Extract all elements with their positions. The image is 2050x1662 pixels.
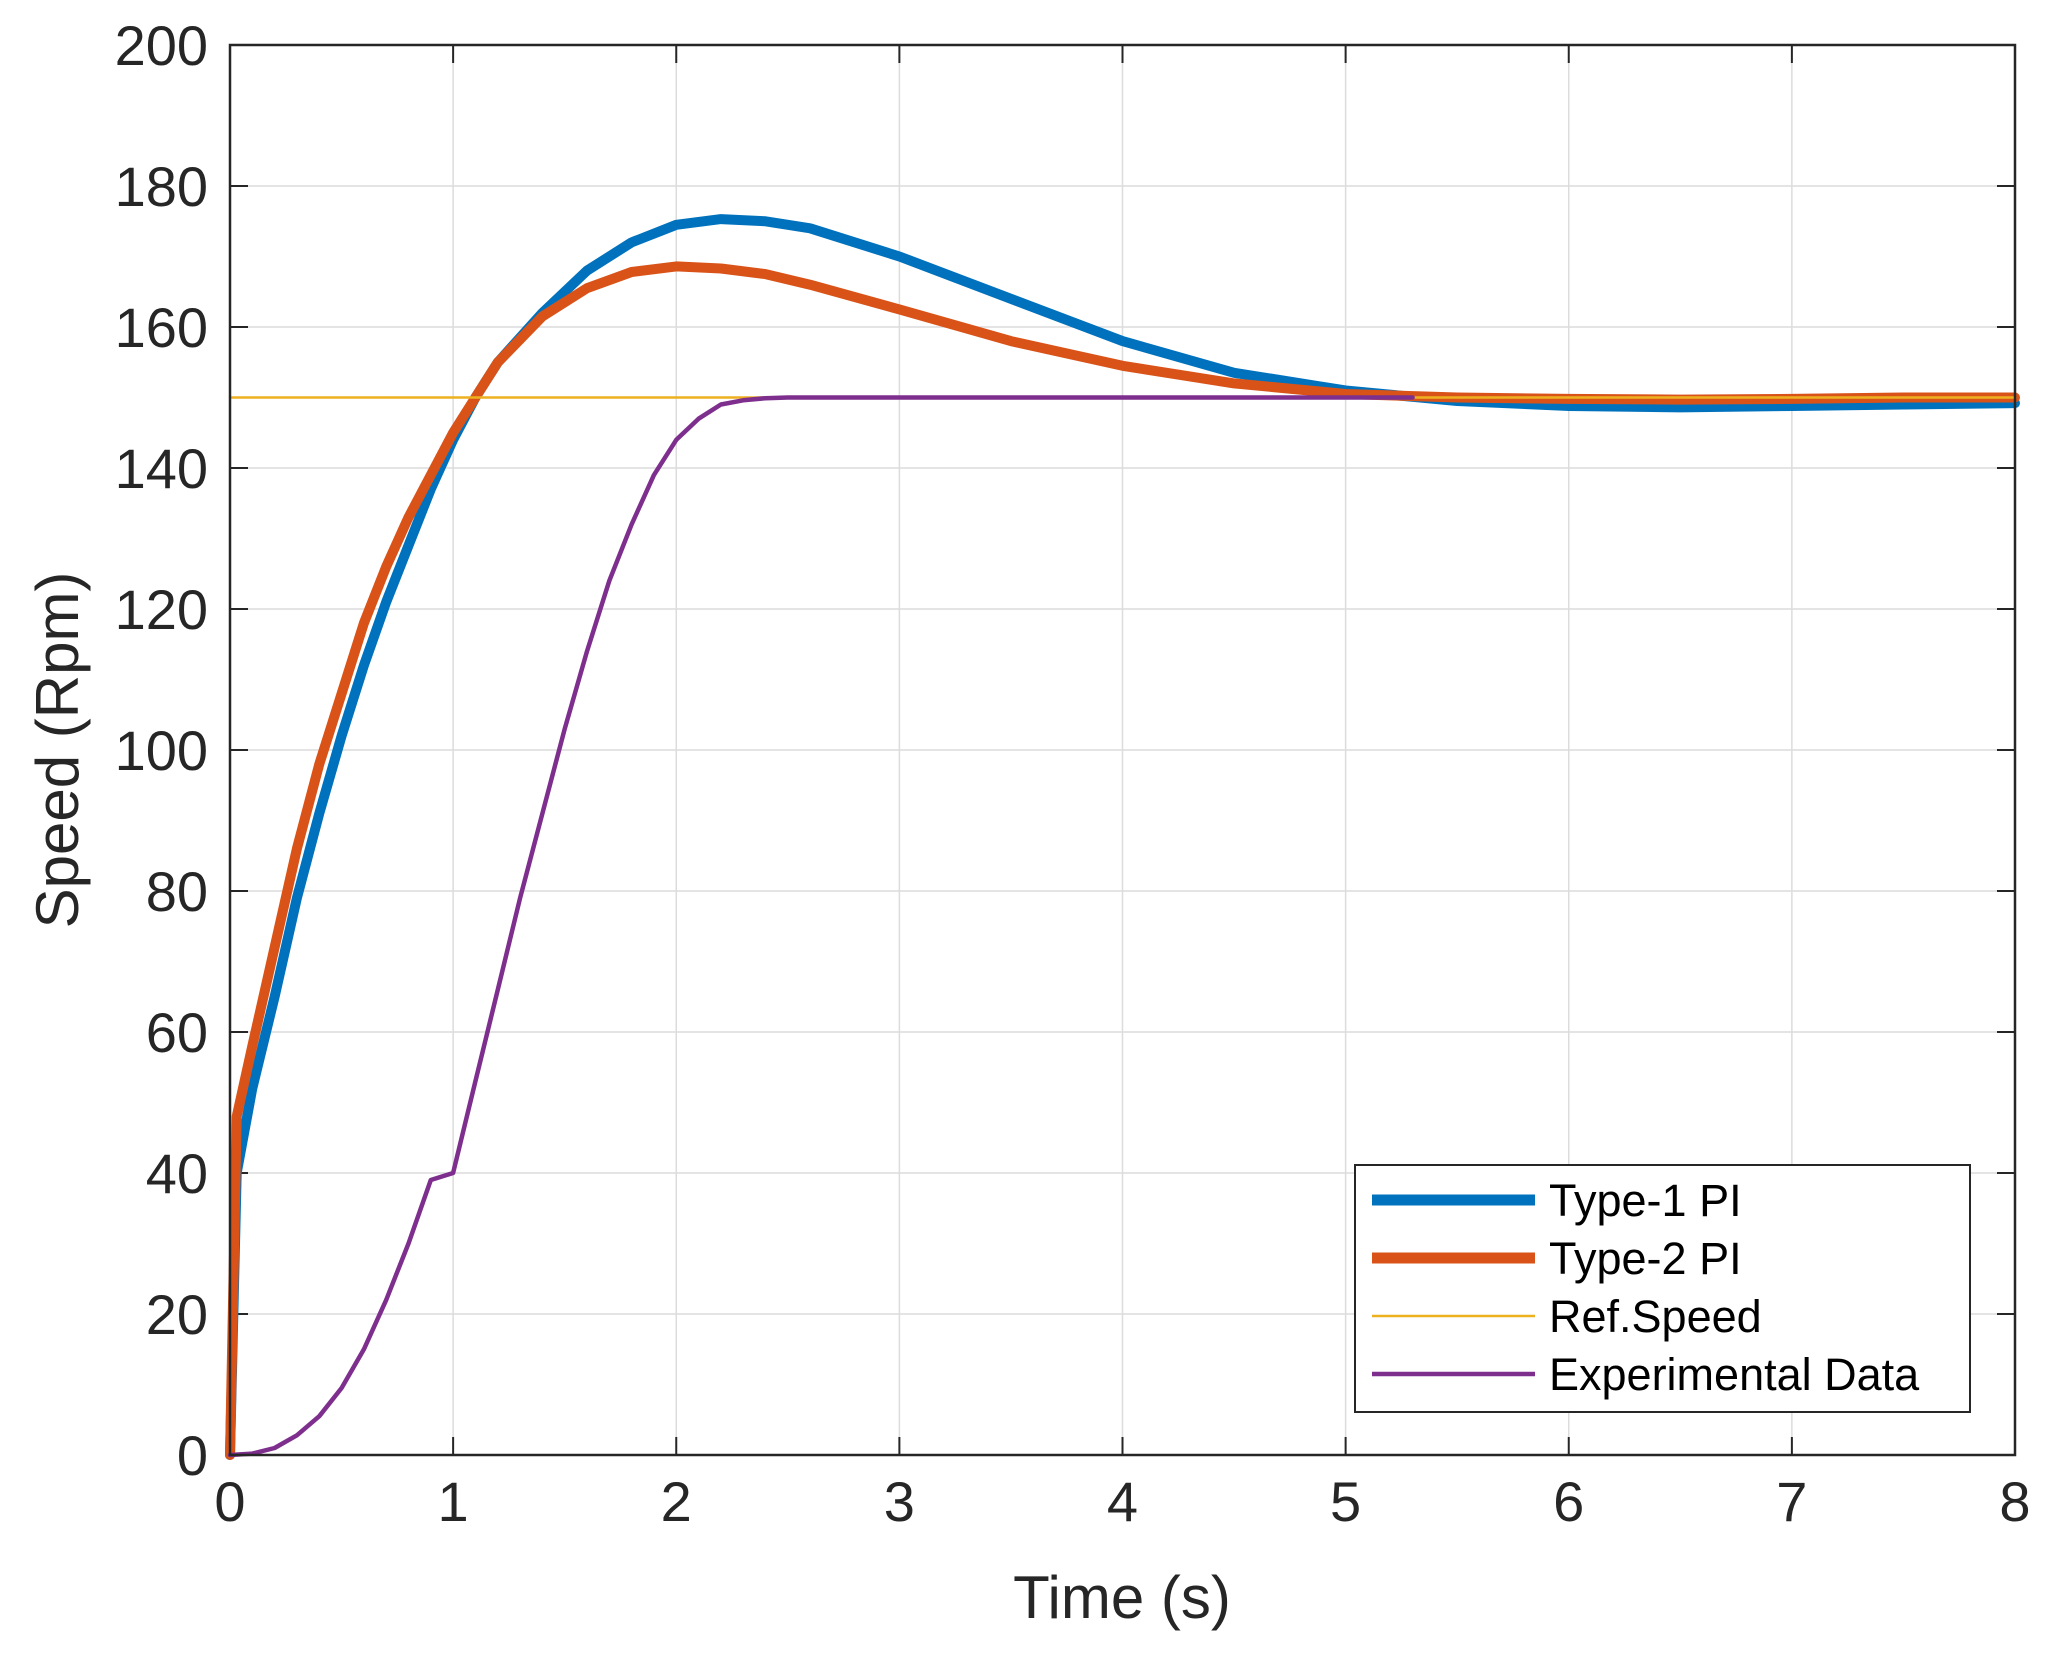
legend-label-ref-speed: Ref.Speed bbox=[1549, 1291, 1762, 1342]
y-tick-label: 40 bbox=[146, 1142, 208, 1205]
y-tick-label: 180 bbox=[115, 155, 208, 218]
legend: Type-1 PI Type-2 PI Ref.Speed Experiment… bbox=[1354, 1164, 1971, 1413]
y-tick-label: 60 bbox=[146, 1001, 208, 1064]
x-tick-label: 7 bbox=[1776, 1470, 1807, 1533]
x-tick-label: 6 bbox=[1553, 1470, 1584, 1533]
y-tick-label: 0 bbox=[177, 1424, 208, 1487]
legend-label-type2: Type-2 PI bbox=[1549, 1233, 1742, 1284]
series-layer bbox=[225, 214, 2020, 1460]
x-axis-title: Time (s) bbox=[1013, 1564, 1231, 1631]
y-tick-label: 200 bbox=[115, 14, 208, 77]
axes-box bbox=[228, 43, 2017, 1457]
y-tick-label: 160 bbox=[115, 296, 208, 359]
y-tick-label: 20 bbox=[146, 1283, 208, 1346]
y-tick-label: 100 bbox=[115, 719, 208, 782]
x-tick-labels: 0 1 2 3 4 5 6 7 8 bbox=[214, 1470, 2030, 1533]
legend-label-experimental: Experimental Data bbox=[1549, 1349, 1920, 1400]
x-tick-label: 2 bbox=[661, 1470, 692, 1533]
y-axis-title: Speed (Rpm) bbox=[24, 572, 91, 929]
x-tick-label: 5 bbox=[1330, 1470, 1361, 1533]
y-tick-label: 120 bbox=[115, 578, 208, 641]
y-tick-label: 140 bbox=[115, 437, 208, 500]
y-tick-labels: 0 20 40 60 80 100 120 140 160 180 200 bbox=[115, 14, 208, 1487]
x-tick-label: 1 bbox=[438, 1470, 469, 1533]
x-tick-label: 4 bbox=[1107, 1470, 1138, 1533]
series-line-experimental bbox=[227, 395, 1415, 1458]
legend-box bbox=[1354, 1164, 1971, 1413]
x-tick-label: 8 bbox=[1999, 1470, 2030, 1533]
x-tick-label: 0 bbox=[214, 1470, 245, 1533]
x-tick-label: 3 bbox=[884, 1470, 915, 1533]
legend-label-type1: Type-1 PI bbox=[1549, 1175, 1742, 1226]
y-tick-label: 80 bbox=[146, 860, 208, 923]
